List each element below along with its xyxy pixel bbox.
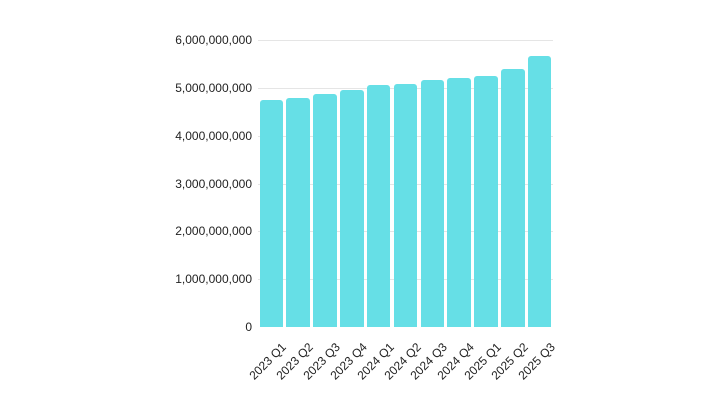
y-tick-label: 3,000,000,000: [175, 176, 252, 191]
bar: [501, 68, 525, 327]
bar: [393, 84, 418, 327]
y-tick-label: 6,000,000,000: [175, 33, 252, 47]
bar: [527, 56, 552, 327]
bar: [474, 75, 498, 327]
plot-area: [258, 40, 553, 327]
bar: [259, 99, 284, 327]
bar: [420, 79, 445, 327]
y-tick-label: 4,000,000,000: [175, 128, 252, 143]
bar: [340, 90, 364, 327]
y-tick-label: 1,000,000,000: [175, 272, 252, 287]
bar: [313, 93, 337, 327]
bar: [447, 77, 471, 327]
y-tick-label: 0: [245, 320, 252, 334]
gridline: [258, 40, 553, 41]
bar: [366, 84, 391, 327]
y-tick-label: 2,000,000,000: [175, 224, 252, 239]
y-tick-label: 5,000,000,000: [175, 80, 252, 95]
bar: [286, 97, 310, 327]
